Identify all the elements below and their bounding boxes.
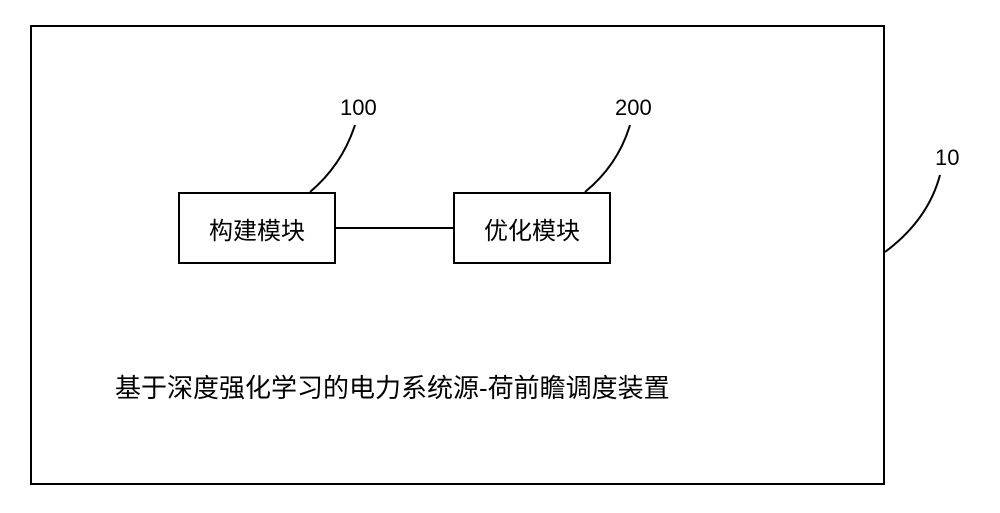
reference-label-200: 200 xyxy=(615,95,652,121)
reference-label-10: 10 xyxy=(935,145,959,171)
diagram-caption: 基于深度强化学习的电力系统源-荷前瞻调度装置 xyxy=(115,368,670,405)
optimize-module-box: 优化模块 xyxy=(453,192,611,264)
optimize-module-label: 优化模块 xyxy=(484,211,580,246)
build-module-box: 构建模块 xyxy=(178,192,336,264)
build-module-label: 构建模块 xyxy=(209,211,305,246)
connector-line xyxy=(336,227,453,229)
reference-label-100: 100 xyxy=(340,95,377,121)
